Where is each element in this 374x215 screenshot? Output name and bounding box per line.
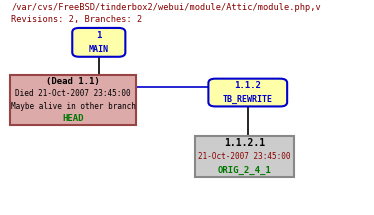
Text: 1.1.2: 1.1.2 (234, 81, 261, 90)
Text: (Dead 1.1): (Dead 1.1) (46, 77, 100, 86)
Text: 1: 1 (96, 31, 101, 40)
Text: ORIG_2_4_1: ORIG_2_4_1 (217, 166, 271, 175)
Text: /var/cvs/FreeBSD/tinderbox2/webui/module/Attic/module.php,v: /var/cvs/FreeBSD/tinderbox2/webui/module… (12, 3, 321, 12)
Text: Died 21-Oct-2007 23:45:00: Died 21-Oct-2007 23:45:00 (15, 89, 131, 98)
Text: MAIN: MAIN (89, 45, 109, 54)
Text: Revisions: 2, Branches: 2: Revisions: 2, Branches: 2 (12, 15, 143, 24)
FancyBboxPatch shape (10, 75, 137, 124)
FancyBboxPatch shape (208, 79, 287, 106)
FancyBboxPatch shape (195, 136, 294, 177)
Text: HEAD: HEAD (62, 114, 84, 123)
FancyBboxPatch shape (72, 28, 125, 57)
Text: Maybe alive in other branch: Maybe alive in other branch (11, 102, 135, 111)
Text: TB_REWRITE: TB_REWRITE (223, 95, 273, 104)
Text: 21-Oct-2007 23:45:00: 21-Oct-2007 23:45:00 (198, 152, 291, 161)
Text: 1.1.2.1: 1.1.2.1 (224, 138, 265, 148)
